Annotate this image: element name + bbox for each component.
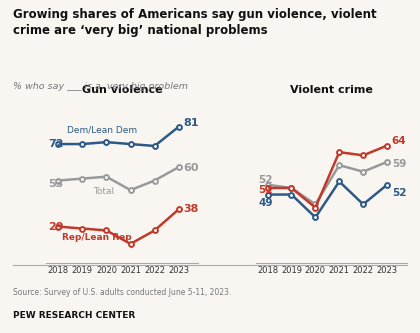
- Text: 60: 60: [184, 163, 199, 173]
- Title: Violent crime: Violent crime: [290, 85, 373, 95]
- Text: 81: 81: [184, 118, 199, 128]
- Text: 72: 72: [49, 139, 64, 149]
- Text: 64: 64: [392, 136, 407, 146]
- Text: 49: 49: [258, 198, 273, 208]
- Text: 29: 29: [49, 221, 64, 231]
- Text: 53: 53: [49, 179, 64, 189]
- Text: 59: 59: [392, 159, 406, 168]
- Text: 51: 51: [258, 184, 273, 195]
- Text: 52: 52: [258, 175, 273, 185]
- Title: Gun violence: Gun violence: [82, 85, 163, 95]
- Text: Dem/Lean Dem: Dem/Lean Dem: [66, 126, 136, 135]
- Text: 52: 52: [392, 188, 407, 198]
- Text: Growing shares of Americans say gun violence, violent
crime are ‘very big’ natio: Growing shares of Americans say gun viol…: [13, 8, 376, 37]
- Text: Rep/Lean Rep: Rep/Lean Rep: [62, 233, 131, 242]
- Text: Total: Total: [94, 187, 115, 196]
- Text: 38: 38: [184, 204, 199, 214]
- Text: PEW RESEARCH CENTER: PEW RESEARCH CENTER: [13, 311, 135, 320]
- Text: Source: Survey of U.S. adults conducted June 5-11, 2023.: Source: Survey of U.S. adults conducted …: [13, 288, 231, 297]
- Text: % who say ___ is a  very big problem: % who say ___ is a very big problem: [13, 82, 188, 91]
